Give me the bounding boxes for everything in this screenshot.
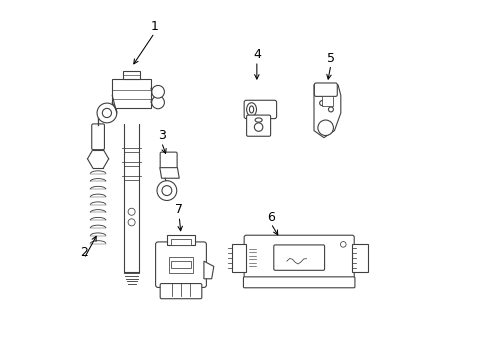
Circle shape bbox=[328, 107, 333, 112]
Text: 2: 2 bbox=[80, 246, 88, 259]
Ellipse shape bbox=[246, 103, 256, 116]
Circle shape bbox=[128, 219, 135, 226]
Circle shape bbox=[319, 100, 324, 105]
FancyBboxPatch shape bbox=[244, 100, 276, 118]
Circle shape bbox=[97, 103, 117, 123]
FancyBboxPatch shape bbox=[314, 83, 337, 96]
Circle shape bbox=[151, 96, 164, 109]
Polygon shape bbox=[203, 261, 213, 279]
FancyBboxPatch shape bbox=[160, 152, 177, 169]
Bar bbox=[322, 96, 332, 106]
Circle shape bbox=[151, 85, 164, 98]
Text: 7: 7 bbox=[175, 203, 183, 216]
FancyBboxPatch shape bbox=[155, 242, 206, 287]
Circle shape bbox=[162, 186, 171, 195]
Bar bbox=[171, 261, 190, 268]
Circle shape bbox=[102, 108, 111, 118]
Text: 1: 1 bbox=[150, 20, 158, 33]
Polygon shape bbox=[313, 85, 340, 138]
FancyBboxPatch shape bbox=[244, 235, 353, 280]
Polygon shape bbox=[112, 80, 151, 108]
Circle shape bbox=[254, 123, 263, 131]
Bar bbox=[171, 239, 190, 245]
Polygon shape bbox=[160, 168, 179, 178]
Bar bbox=[168, 257, 193, 274]
Ellipse shape bbox=[255, 118, 262, 122]
Bar bbox=[166, 234, 195, 245]
Text: 5: 5 bbox=[326, 52, 334, 65]
Text: 4: 4 bbox=[252, 48, 260, 61]
Bar bbox=[232, 243, 246, 272]
Bar bbox=[351, 243, 367, 272]
Circle shape bbox=[128, 208, 135, 215]
Bar bbox=[122, 71, 140, 80]
FancyBboxPatch shape bbox=[160, 284, 202, 299]
FancyBboxPatch shape bbox=[273, 245, 324, 270]
Circle shape bbox=[340, 242, 346, 247]
Circle shape bbox=[157, 181, 176, 201]
FancyBboxPatch shape bbox=[246, 115, 270, 136]
FancyBboxPatch shape bbox=[243, 277, 354, 288]
Text: 6: 6 bbox=[266, 211, 274, 224]
Text: 3: 3 bbox=[157, 129, 165, 143]
FancyBboxPatch shape bbox=[92, 124, 104, 150]
Circle shape bbox=[317, 120, 333, 136]
Ellipse shape bbox=[249, 106, 253, 113]
